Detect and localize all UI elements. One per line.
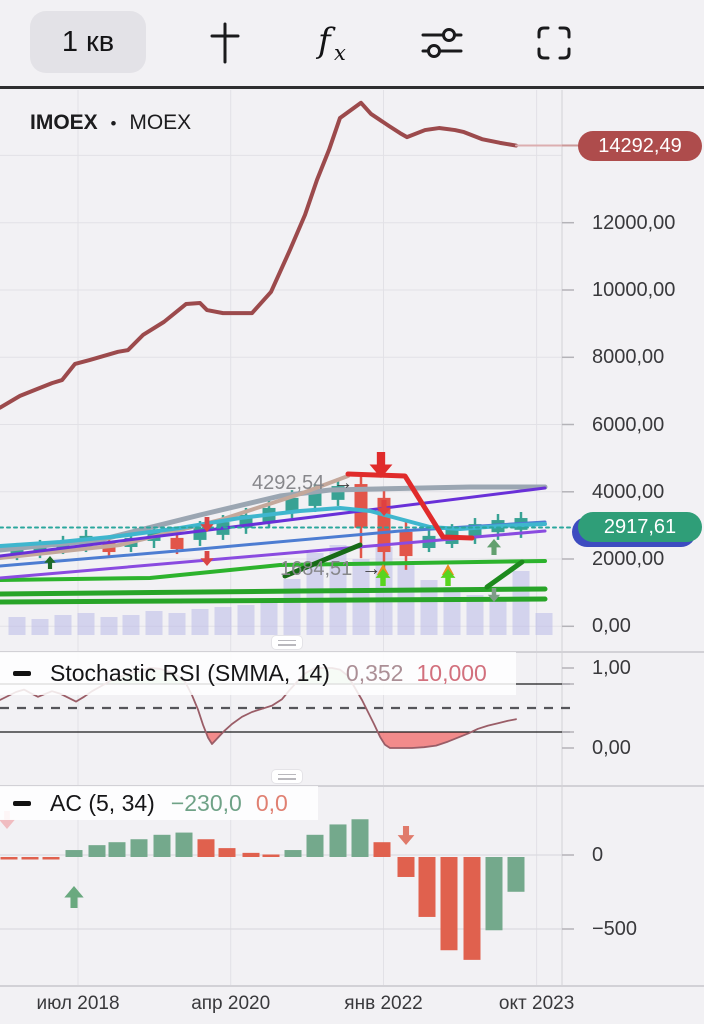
last-price-badge: 2917,61: [578, 512, 702, 542]
pane-separator: [0, 785, 704, 787]
stoch-d-value: 10,000: [416, 660, 487, 686]
stoch-rsi-legend: Stochastic RSI (SMMA, 14) 0,352 10,000: [0, 652, 516, 695]
comparison-line-value: 14292,49: [598, 134, 682, 157]
price-axis-label: 6000,00: [592, 413, 665, 436]
time-axis-label: апр 2020: [191, 993, 271, 1014]
crosshair-icon[interactable]: [203, 16, 247, 70]
interval-label: 1 кв: [61, 25, 115, 58]
stoch-axis-label: 0,00: [592, 737, 631, 759]
ac-axis-label: −500: [592, 918, 638, 940]
comparison-line-badge: 14292,49: [578, 131, 702, 161]
hide-indicator-icon[interactable]: [13, 800, 31, 806]
settings-sliders-icon[interactable]: [420, 16, 464, 70]
fullscreen-icon[interactable]: [532, 16, 576, 70]
pane-separator: [0, 985, 704, 987]
time-axis-label: июл 2018: [36, 993, 120, 1014]
stoch-k-value: 0,352: [345, 660, 404, 686]
price-axis-label: 4000,00: [592, 480, 665, 503]
pane-resize-handle[interactable]: [272, 770, 302, 783]
last-price-value: 2917,61: [603, 515, 677, 538]
high-level-annotation: 4292,54 →: [252, 472, 354, 494]
right-arrow-icon: →: [333, 472, 354, 494]
chart-toolbar: 1 кв f x: [0, 0, 704, 86]
hide-indicator-icon[interactable]: [13, 671, 31, 676]
svg-text:x: x: [334, 41, 346, 65]
fx-function-icon[interactable]: f x: [310, 16, 354, 70]
symbol-separator: •: [110, 114, 117, 133]
price-axis-label: 10000,00: [592, 279, 676, 301]
ac-legend: AC (5, 34) −230,0 0,0: [0, 786, 318, 820]
exchange-name: MOEX: [129, 111, 192, 134]
price-axis-label: 0,00: [592, 615, 631, 638]
main-price-line: [0, 100, 579, 410]
time-axis-label: янв 2022: [344, 993, 423, 1014]
price-axis-label: 12000,00: [592, 211, 676, 234]
overlay-lines: [0, 471, 579, 605]
price-axis-label: 8000,00: [592, 346, 665, 369]
ac-histogram: [0, 819, 525, 960]
price-axis-label: 2000,00: [592, 548, 665, 570]
interval-button[interactable]: 1 кв: [30, 11, 146, 73]
toolbar-divider: [0, 86, 704, 89]
time-axis-label: окт 2023: [498, 993, 575, 1014]
stoch-axis-label: 1,00: [592, 657, 631, 679]
ac-name[interactable]: AC (5, 34): [50, 789, 155, 816]
pane-separator: [0, 651, 704, 653]
axis-ticks: [562, 144, 578, 930]
signal-markers: [44, 452, 502, 602]
ac-value-2: 0,0: [255, 789, 288, 816]
right-arrow-icon: →: [361, 558, 382, 580]
ac-axis-label: 0: [592, 844, 604, 866]
low-level-annotation: 1684,51 →: [280, 558, 382, 580]
stoch-rsi-name[interactable]: Stochastic RSI (SMMA, 14): [50, 660, 330, 686]
ac-signal-markers: [0, 811, 415, 908]
symbol-title[interactable]: IMOEX • MOEX: [30, 111, 191, 135]
svg-text:f: f: [315, 21, 336, 61]
symbol-name: IMOEX: [30, 111, 98, 134]
pane-resize-handle[interactable]: [272, 636, 302, 649]
ac-value-1: −230,0: [170, 789, 242, 816]
